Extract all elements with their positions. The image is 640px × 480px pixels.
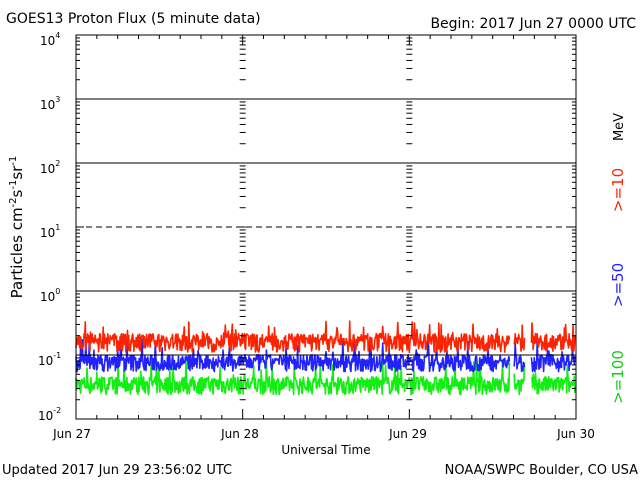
series-line-10mev — [75, 320, 511, 354]
legend-ge50: >=50 — [609, 263, 627, 307]
tick-layer — [75, 35, 577, 420]
chart-title: GOES13 Proton Flux (5 minute data) — [6, 11, 261, 27]
series-line-100mev — [530, 364, 576, 395]
legend-ge100: >=100 — [609, 350, 627, 404]
y-tick-label: 102 — [40, 159, 60, 176]
series-layer — [75, 320, 576, 396]
updated-timestamp: Updated 2017 Jun 29 23:56:02 UTC — [2, 463, 232, 478]
y-tick-label: 101 — [40, 223, 60, 240]
y-tick-label: 104 — [40, 31, 60, 48]
x-tick-label: Jun 27 — [52, 427, 91, 441]
series-line-10mev — [530, 322, 576, 352]
begin-time: Begin: 2017 Jun 27 0000 UTC — [430, 16, 636, 32]
series-line-50mev — [530, 338, 576, 373]
series-line-50mev — [75, 336, 511, 373]
legend-ge10: >=10 — [609, 168, 627, 212]
grid-layer — [76, 98, 576, 356]
x-tick-label: Jun 29 — [388, 427, 427, 441]
x-tick-label: Jun 30 — [556, 427, 595, 441]
legend-unit: MeV — [612, 113, 627, 141]
y-tick-label: 10-1 — [38, 351, 61, 368]
y-tick-label: 10-2 — [38, 406, 61, 423]
series-line-100mev — [513, 362, 526, 396]
y-axis-title: Particles cm-2s-1sr-1 — [8, 156, 26, 299]
y-tick-label: 103 — [40, 95, 60, 112]
y-tick-labels: 104 103 102 101 100 10-1 10-2 — [38, 31, 61, 423]
x-tick-label: Jun 28 — [220, 427, 259, 441]
y-tick-label: 100 — [40, 287, 60, 304]
series-line-10mev — [513, 324, 526, 352]
x-axis-title: Universal Time — [281, 443, 370, 457]
credit-text: NOAA/SWPC Boulder, CO USA — [445, 463, 638, 478]
series-line-100mev — [75, 358, 511, 396]
